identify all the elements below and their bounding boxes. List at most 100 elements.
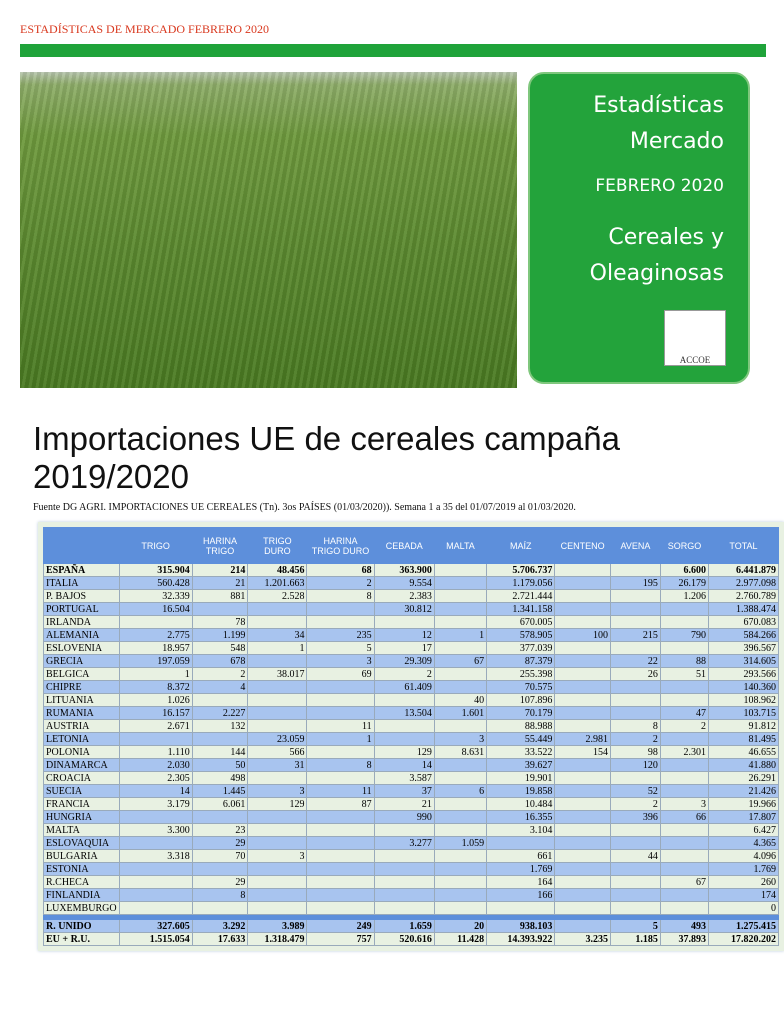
table-cell [659, 888, 709, 902]
table-cell [659, 641, 709, 655]
table-row: R.CHECA 29 164 67 260 [43, 875, 780, 889]
table-cell: 377.039 [486, 641, 556, 655]
table-row: HUNGRIA 990 16.355 396 66 17.807 [43, 810, 780, 824]
table-cell: 166 [486, 888, 556, 902]
table-cell: GRECIA [43, 654, 120, 668]
table-cell [610, 680, 661, 694]
table-cell: 70 [191, 849, 249, 863]
table-cell [306, 875, 375, 889]
table-cell: 3.587 [373, 771, 435, 785]
table-cell: R.CHECA [43, 875, 120, 889]
table-cell: AUSTRIA [43, 719, 120, 733]
table-cell [486, 836, 556, 850]
table-cell: ESTONIA [43, 862, 120, 876]
table-cell: 47 [659, 706, 709, 720]
table-cell [659, 901, 709, 915]
table-cell [118, 901, 193, 915]
table-cell: 2.977.098 [707, 576, 780, 590]
table-cell [191, 602, 249, 616]
table-cell [118, 888, 193, 902]
table-cell [554, 862, 611, 876]
table-cell [306, 849, 375, 863]
table-cell: 21.426 [707, 784, 780, 798]
table-cell: 1.179.056 [486, 576, 556, 590]
table-cell: 3 [247, 849, 308, 863]
table-cell: 19.858 [486, 784, 556, 798]
table-cell: 1.515.054 [118, 932, 193, 946]
table-row: LUXEMBURGO 0 [43, 901, 780, 915]
table-cell [554, 771, 611, 785]
table-cell [659, 615, 709, 629]
table-row: P. BAJOS 32.339 881 2.528 8 2.383 2.721.444 1.2… [43, 589, 780, 603]
table-cell: 1.199 [191, 628, 249, 642]
table-cell: 20 [433, 919, 488, 933]
table-cell: 4 [191, 680, 249, 694]
table-cell [554, 654, 611, 668]
table-cell: 66 [659, 810, 709, 824]
table-cell [610, 823, 661, 837]
table-cell [306, 706, 375, 720]
table-cell: 2 [610, 732, 661, 746]
table-cell [659, 758, 709, 772]
column-header [43, 527, 120, 564]
table-cell [247, 693, 308, 707]
table-row: FRANCIA 3.179 6.061 129 87 21 10.484 2 3 19.966 [43, 797, 780, 811]
table-cell [306, 901, 375, 915]
table-cell: 578.905 [486, 628, 556, 642]
table-cell [247, 901, 308, 915]
table-cell: 3.292 [191, 919, 249, 933]
column-header: MAÍZ [486, 527, 556, 564]
table-cell [659, 680, 709, 694]
table-cell [554, 576, 611, 590]
table-cell [373, 823, 435, 837]
table-cell: 33.522 [486, 745, 556, 759]
table-cell: 70.179 [486, 706, 556, 720]
table-cell: 68 [306, 563, 375, 577]
table-cell [433, 680, 488, 694]
table-cell: 363.900 [373, 563, 435, 577]
table-cell [373, 693, 435, 707]
table-cell: 10.484 [486, 797, 556, 811]
table-cell: PORTUGAL [43, 602, 120, 616]
table-wrap: TRIGO HARINA TRIGO TRIGO DURO HARINA TRIGO … [38, 522, 784, 951]
table-cell: 3.104 [486, 823, 556, 837]
table-cell: 14 [118, 784, 193, 798]
column-header: TRIGO [118, 527, 193, 564]
table-cell: 140.360 [707, 680, 780, 694]
table-cell [486, 901, 556, 915]
table-cell [610, 706, 661, 720]
table-cell: 1.059 [433, 836, 488, 850]
table-cell: 6.061 [191, 797, 249, 811]
table-cell [610, 602, 661, 616]
table-cell: 2.721.444 [486, 589, 556, 603]
table-cell: 46.655 [707, 745, 780, 759]
table-cell [306, 888, 375, 902]
table-cell: 37 [373, 784, 435, 798]
table-cell: 67 [659, 875, 709, 889]
table-cell: 2.760.789 [707, 589, 780, 603]
table-row: MALTA 3.300 23 3.104 6.427 [43, 823, 780, 837]
table-cell [659, 823, 709, 837]
table-cell [554, 875, 611, 889]
table-cell [433, 823, 488, 837]
table-cell: 21 [373, 797, 435, 811]
table-cell [554, 641, 611, 655]
table-cell: 8.631 [433, 745, 488, 759]
table-cell [659, 862, 709, 876]
table-cell [433, 758, 488, 772]
table-cell [554, 797, 611, 811]
table-cell [306, 680, 375, 694]
table-cell: 144 [191, 745, 249, 759]
table-cell: 174 [707, 888, 780, 902]
table-cell: 31 [247, 758, 308, 772]
table-cell: 17.820.202 [707, 932, 780, 946]
table-cell: FINLANDIA [43, 888, 120, 902]
logo: ACCOE [664, 310, 726, 366]
table-cell [554, 758, 611, 772]
table-cell [610, 615, 661, 629]
table-cell [433, 667, 488, 681]
table-cell [433, 862, 488, 876]
table-cell: 1.185 [610, 932, 661, 946]
table-cell: 2.528 [247, 589, 308, 603]
box-subtitle: Oleaginosas [589, 261, 724, 286]
